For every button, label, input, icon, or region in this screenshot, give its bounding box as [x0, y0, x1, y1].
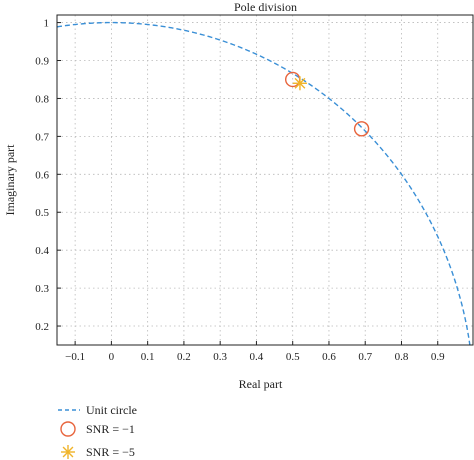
x-tick-label: 0.8 [395, 351, 409, 363]
ticks: −0.1 0 0.1 0.2 0.3 0.4 0.5 0.6 0.7 0.8 0.9 0.2 0.3 0.… [35, 18, 445, 363]
y-tick-label: 0.7 [35, 131, 49, 143]
grid [57, 15, 474, 345]
x-tick-label: 0 [109, 351, 115, 363]
star-stroke [62, 446, 74, 458]
star-stroke [294, 77, 306, 89]
x-tick-label: 0.9 [431, 351, 445, 363]
x-tick-label: 0.2 [177, 351, 191, 363]
y-tick-label: 1 [44, 18, 50, 30]
plot-frame [56, 14, 474, 346]
y-tick-label: 0.6 [35, 169, 49, 181]
y-tick-label: 0.2 [35, 321, 49, 333]
x-tick-label: 0.6 [322, 351, 336, 363]
legend-snr-minus-5-label: SNR = −5 [86, 445, 135, 459]
y-tick-label: 0.4 [35, 245, 49, 257]
x-tick-label: 0.4 [250, 351, 264, 363]
markers-layer [284, 71, 370, 137]
x-tick-label: 0.5 [286, 351, 300, 363]
legend: Unit circle SNR = −1 SNR = −5 [58, 403, 137, 459]
snr-minus-1-point [353, 121, 370, 137]
y-tick-label: 0.3 [35, 283, 49, 295]
y-tick-label: 0.9 [35, 56, 49, 68]
legend-snr-minus-1-swatch [60, 421, 76, 437]
x-tick-label: −0.1 [65, 351, 85, 363]
legend-unit-circle-label: Unit circle [86, 403, 137, 417]
legend-snr-minus-1-label: SNR = −1 [86, 422, 135, 436]
x-tick-label: 0.1 [141, 351, 155, 363]
y-tick-label: 0.8 [35, 93, 49, 105]
x-axis-title: Real part [239, 377, 283, 391]
snr-minus-5-point [292, 76, 307, 91]
y-tick-label: 0.5 [35, 207, 49, 219]
x-tick-label: 0.7 [358, 351, 372, 363]
legend-snr-minus-5-swatch [61, 445, 75, 459]
chart-title: Pole division [234, 0, 297, 14]
x-tick-label: 0.3 [213, 351, 227, 363]
y-axis-title: Imaginary part [3, 144, 17, 216]
